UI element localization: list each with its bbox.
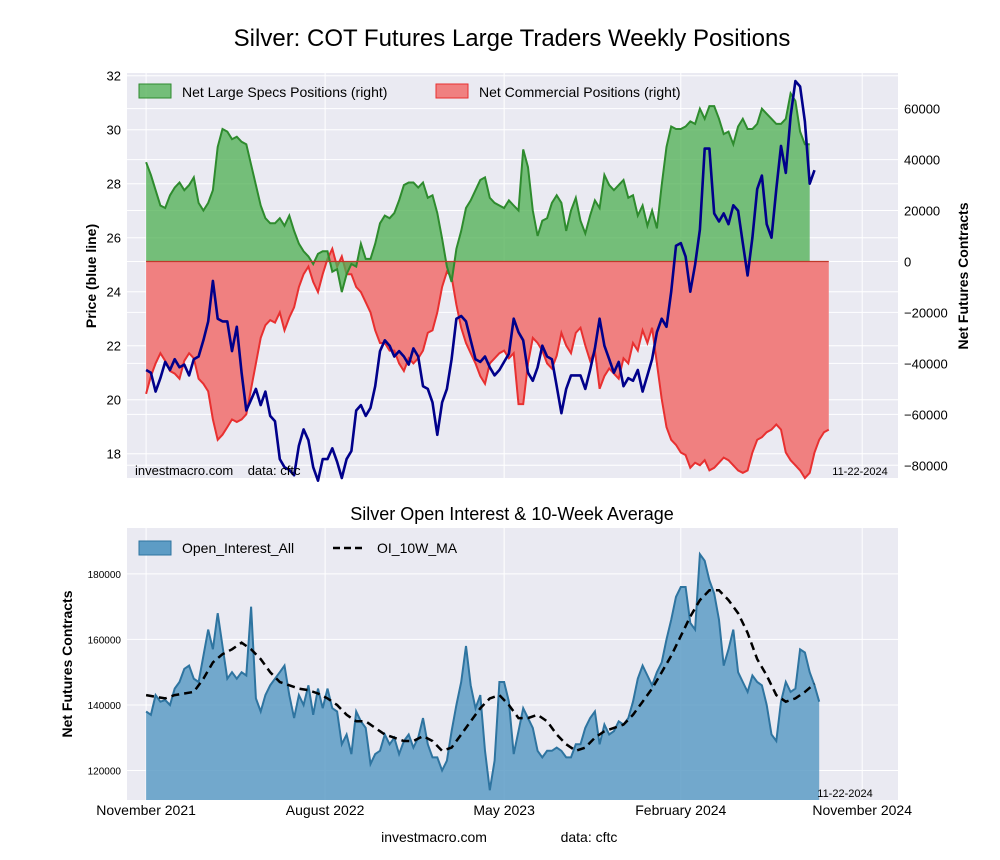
bottom-y-tick-label: 180000 xyxy=(88,570,122,581)
top-left-tick-label: 20 xyxy=(107,393,121,408)
commercial-positions-line xyxy=(145,245,830,480)
top-right-axis-label: Net Futures Contracts xyxy=(955,202,971,349)
bottom-y-tick-label: 120000 xyxy=(88,767,122,778)
bottom-y-axis-label: Net Futures Contracts xyxy=(59,590,75,737)
top-left-axis: 18 20 22 24 26 28 30 32 xyxy=(107,69,121,462)
bottom-series xyxy=(145,551,821,800)
open-interest-line xyxy=(145,551,821,791)
top-left-tick-label: 22 xyxy=(107,339,121,354)
top-watermark: investmacro.com data: cftc xyxy=(135,463,301,478)
bottom-x-tick-label: November 2021 xyxy=(96,802,196,818)
legend-label-specs: Net Large Specs Positions (right) xyxy=(182,84,387,100)
footer-source: data: cftc xyxy=(561,829,618,845)
top-right-tick-label: −60000 xyxy=(904,407,948,422)
top-right-axis: −80000 −60000 −40000 −20000 0 20000 40000 60000 xyxy=(904,102,948,474)
bottom-x-tick-label: November 2024 xyxy=(812,802,912,818)
top-left-axis-label: Price (blue line) xyxy=(83,224,99,328)
top-series xyxy=(145,79,830,482)
top-panel: 18 20 22 24 26 28 30 32 −80000 −60000 −40000 −2000… xyxy=(83,69,971,482)
top-left-tick-label: 30 xyxy=(107,123,121,138)
legend-swatch-open-interest xyxy=(138,540,172,556)
top-date-label: 11-22-2024 xyxy=(832,466,887,478)
top-left-tick-label: 32 xyxy=(107,69,121,84)
large-specs-positions-line xyxy=(145,90,810,293)
bottom-x-tick-label: February 2024 xyxy=(635,802,726,818)
bottom-x-tick-label: August 2022 xyxy=(286,802,365,818)
bottom-y-tick-label: 140000 xyxy=(88,701,122,712)
large-specs-positions-area xyxy=(146,93,810,293)
top-right-tick-label: −40000 xyxy=(904,356,948,371)
bottom-x-tick-label: May 2023 xyxy=(473,802,535,818)
silver-price-line xyxy=(145,79,816,482)
bottom-date-label: 11-22-2024 xyxy=(817,788,872,800)
top-right-tick-label: 0 xyxy=(904,254,911,269)
legend-swatch-commercials xyxy=(435,83,469,99)
bottom-panel: 120000 140000 160000 180000 November 2021 Au… xyxy=(59,528,912,818)
top-right-tick-label: 40000 xyxy=(904,153,940,168)
top-left-tick-label: 26 xyxy=(107,231,121,246)
bottom-y-tick-label: 160000 xyxy=(88,635,122,646)
top-left-tick-label: 24 xyxy=(107,285,121,300)
bottom-y-axis: 120000 140000 160000 180000 xyxy=(88,570,122,778)
top-left-tick-label: 18 xyxy=(107,447,121,462)
legend-label-commercials: Net Commercial Positions (right) xyxy=(479,84,681,100)
legend-label-open-interest: Open_Interest_All xyxy=(182,540,294,556)
footer-site: investmacro.com xyxy=(381,829,487,845)
top-right-tick-label: 20000 xyxy=(904,204,940,219)
top-right-tick-label: 60000 xyxy=(904,102,940,117)
top-legend: Net Large Specs Positions (right) Net Co… xyxy=(138,83,681,100)
open-interest-area xyxy=(146,554,820,800)
top-right-tick-label: −80000 xyxy=(904,458,948,473)
legend-label-moving-average: OI_10W_MA xyxy=(377,540,458,556)
bottom-x-axis: November 2021 August 2022 May 2023 February… xyxy=(96,802,912,818)
open-interest-10-week-average-line xyxy=(145,589,816,753)
top-left-tick-label: 28 xyxy=(107,177,121,192)
legend-swatch-specs xyxy=(138,83,172,99)
bottom-chart-title: Silver Open Interest & 10-Week Average xyxy=(350,504,674,524)
bottom-legend: Open_Interest_All OI_10W_MA xyxy=(138,540,458,556)
top-chart-title: Silver: COT Futures Large Traders Weekly… xyxy=(234,25,791,52)
top-right-tick-label: −20000 xyxy=(904,305,948,320)
